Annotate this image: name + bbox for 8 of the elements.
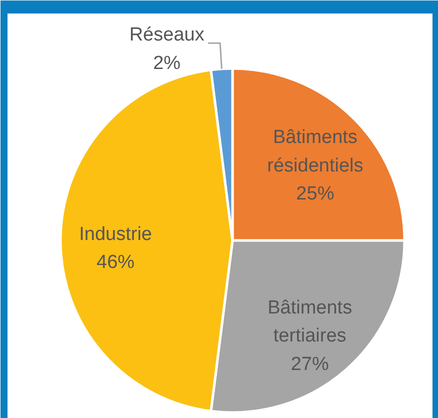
data-label: 2% [153,52,181,74]
slice-label: Industrie [79,224,152,245]
data-label: 46% [96,252,135,274]
slice-label: Réseaux [129,24,205,46]
data-label: 27% [290,354,329,376]
slice-label: Bâtiments résidentiels [267,126,364,176]
slice-label: Bâtiments tertiaires [268,297,352,347]
data-label: 25% [296,184,334,205]
